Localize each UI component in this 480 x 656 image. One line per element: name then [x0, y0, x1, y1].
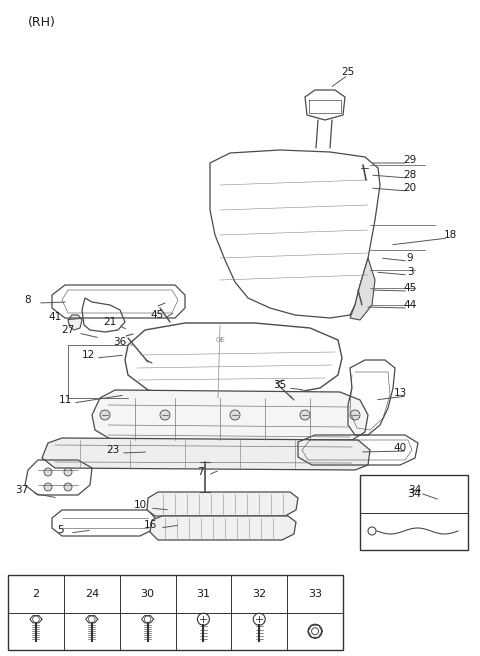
Bar: [360, 475, 468, 550]
Circle shape: [160, 410, 170, 420]
Text: 2: 2: [32, 588, 39, 599]
Text: 31: 31: [196, 588, 210, 599]
Circle shape: [350, 410, 360, 420]
Text: 16: 16: [144, 520, 156, 530]
Circle shape: [300, 410, 310, 420]
Text: 8: 8: [24, 295, 31, 305]
Text: 29: 29: [403, 155, 417, 165]
Polygon shape: [92, 390, 368, 440]
Text: 37: 37: [15, 485, 29, 495]
Circle shape: [230, 410, 240, 420]
Text: 11: 11: [59, 395, 72, 405]
Bar: [8, 575, 343, 650]
Text: 21: 21: [103, 317, 117, 327]
Polygon shape: [147, 492, 298, 516]
Text: 35: 35: [274, 380, 287, 390]
Text: 34: 34: [407, 489, 421, 499]
Text: 20: 20: [403, 183, 417, 193]
Text: 36: 36: [113, 337, 127, 347]
Text: 24: 24: [84, 588, 99, 599]
Text: 12: 12: [82, 350, 95, 360]
Polygon shape: [42, 438, 370, 470]
Text: 25: 25: [341, 67, 355, 77]
Text: 28: 28: [403, 170, 417, 180]
Text: 32: 32: [252, 588, 266, 599]
Text: 44: 44: [403, 300, 417, 310]
Circle shape: [44, 483, 52, 491]
Text: 9: 9: [407, 253, 413, 263]
Text: (RH): (RH): [28, 16, 56, 29]
Text: OE: OE: [215, 337, 225, 343]
Text: 41: 41: [48, 312, 61, 322]
Text: 13: 13: [394, 388, 407, 398]
Text: 33: 33: [308, 588, 322, 599]
Circle shape: [64, 483, 72, 491]
Polygon shape: [150, 516, 296, 540]
Text: 40: 40: [394, 443, 407, 453]
Text: 34: 34: [408, 485, 421, 495]
Text: 10: 10: [133, 500, 146, 510]
Text: 30: 30: [141, 588, 155, 599]
Circle shape: [100, 410, 110, 420]
Text: 45: 45: [150, 310, 164, 320]
Text: 18: 18: [444, 230, 456, 240]
Circle shape: [64, 468, 72, 476]
Text: 5: 5: [57, 525, 63, 535]
Text: 27: 27: [61, 325, 74, 335]
Polygon shape: [350, 258, 375, 320]
Text: 45: 45: [403, 283, 417, 293]
Text: 7: 7: [197, 467, 204, 477]
Polygon shape: [68, 315, 82, 330]
Circle shape: [44, 468, 52, 476]
Text: 23: 23: [107, 445, 120, 455]
Text: 3: 3: [407, 267, 413, 277]
